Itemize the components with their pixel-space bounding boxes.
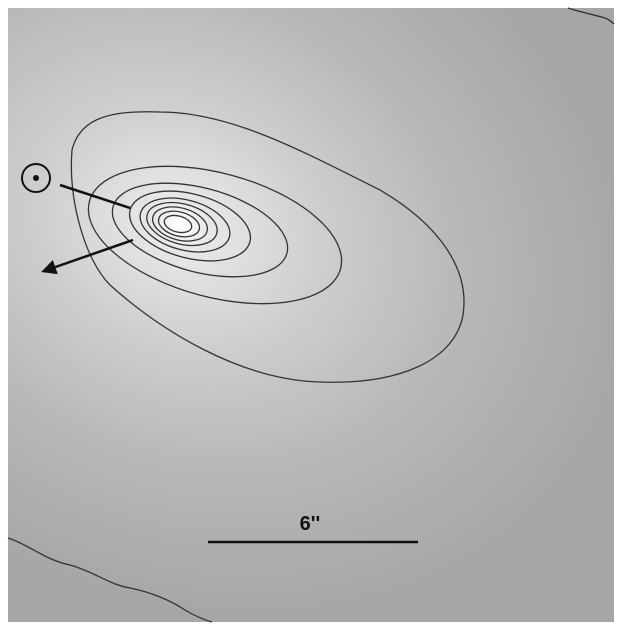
image: 6'' — [0, 0, 621, 629]
scale-label: 6'' — [300, 513, 321, 535]
page: 6'' (() => { const data = JSON.parse(doc… — [0, 0, 621, 629]
sun-symbol-dot — [33, 175, 39, 181]
